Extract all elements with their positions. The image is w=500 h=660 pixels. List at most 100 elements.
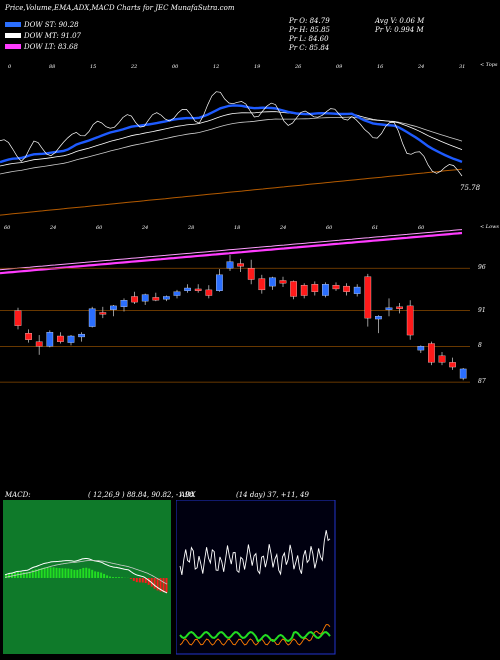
candle-body: [385, 307, 393, 310]
adx-panel: [176, 500, 336, 655]
candle-body: [57, 335, 64, 342]
macd-hist-bar: [55, 567, 58, 578]
macd-hist-bar: [162, 578, 165, 593]
adx-plus-di-line: [179, 630, 331, 643]
macd-signal-line: [4, 560, 168, 585]
macd-hist-bar: [34, 569, 37, 578]
macd-hist-bar: [43, 567, 46, 578]
macd-hist-bar: [76, 569, 79, 578]
macd-hist-bar: [46, 567, 49, 578]
macd-label: MACD:: [5, 491, 31, 499]
candle-body: [184, 287, 191, 291]
macd-hist-bar: [82, 567, 85, 578]
macd-hist-bar: [22, 572, 25, 578]
candle-body: [163, 296, 170, 300]
ema-mt-line: [0, 111, 463, 167]
quote-close: Pr C: 85.84: [289, 44, 330, 52]
candle-body: [46, 332, 54, 347]
macd-hist-bar: [138, 578, 141, 583]
ema-top-tick: 26: [295, 64, 302, 70]
macd-hist-bar: [132, 578, 135, 581]
candle-body: [438, 355, 446, 363]
macd-hist-bar: [25, 572, 28, 578]
candle-body: [353, 286, 361, 294]
candle-body: [269, 277, 276, 287]
macd-hist-bar: [85, 567, 88, 578]
candle-body: [226, 261, 234, 269]
candle-body: [141, 294, 149, 302]
candle-body: [110, 305, 117, 310]
ema-bottom-tick: 24: [142, 225, 149, 231]
ema-bottom-tick: 60: [96, 225, 103, 231]
macd-hist-bar: [103, 573, 106, 578]
macd-hist-bar: [64, 568, 67, 578]
macd-hist-bar: [106, 575, 109, 578]
candle-body: [311, 284, 319, 292]
ema-top-tick: 00: [172, 64, 179, 70]
legend-mt: DOW MT: 91.07: [24, 32, 81, 40]
candle-body: [88, 308, 96, 327]
ema-top-tick: 88: [49, 64, 56, 70]
ema-lows-label: < Lows: [480, 224, 499, 230]
macd-hist-bar: [153, 578, 156, 589]
ema-top-tick: 15: [90, 64, 97, 70]
legend-lt: DOW LT: 83.68: [24, 43, 78, 51]
candle-body: [205, 289, 213, 296]
candle-body: [120, 300, 128, 307]
legend-st: DOW ST: 90.28: [24, 21, 79, 29]
candle-body: [152, 297, 160, 301]
macd-hist-bar: [147, 578, 150, 585]
ema-lt-band-line: [0, 229, 463, 271]
macd-hist-bar: [156, 578, 159, 591]
ema-top-tick: 31: [459, 64, 466, 70]
chart-title: Price,Volume,EMA,ADX,MACD Charts for JEC…: [5, 4, 235, 12]
ema-st-line: [0, 104, 463, 164]
ema-tops-label: < Tops: [480, 62, 498, 68]
macd-line: [4, 558, 168, 594]
ema-bottom-tick: 61: [372, 225, 379, 231]
adx-background: [176, 500, 336, 655]
candle-body: [25, 333, 32, 340]
macd-hist-bar: [144, 578, 147, 584]
macd-hist-bar: [88, 568, 91, 578]
macd-hist-bar: [79, 569, 82, 578]
macd-hist-bar: [40, 568, 43, 578]
candle-body: [279, 280, 287, 284]
macd-hist-bar: [100, 572, 103, 578]
price-axis-label: 87: [478, 378, 486, 386]
macd-hist-bar: [37, 568, 40, 578]
price-panel: [0, 255, 470, 383]
adx-label: ADX: [180, 491, 196, 499]
macd-hist-bar: [28, 571, 31, 578]
macd-hist-bar: [67, 568, 70, 578]
ema-last-value: 75.78: [460, 184, 481, 192]
macd-hist-bar: [58, 568, 61, 578]
macd-hist-bar: [117, 577, 120, 578]
ema-top-tick: 22: [131, 64, 138, 70]
candle-body: [14, 310, 22, 326]
quote-low: Pr L: 84.60: [289, 35, 329, 43]
ema-panel: [0, 91, 463, 275]
ema-bottom-tick: 24: [280, 225, 287, 231]
macd-hist-bar: [120, 577, 123, 578]
candle-body: [35, 341, 43, 347]
ema-brown-line: [0, 168, 463, 216]
quote-avg-volume: Avg V: 0.06 M: [375, 17, 425, 25]
ema-top-tick: 16: [377, 64, 384, 70]
macd-hist-bar: [112, 577, 115, 578]
macd-hist-bar: [70, 569, 73, 578]
candle-body: [237, 263, 244, 267]
macd-hist-bar: [10, 573, 13, 578]
ema-bottom-tick: 60: [326, 225, 333, 231]
adx-minus-di-line: [179, 624, 331, 646]
macd-hist-bar: [5, 574, 7, 578]
legend-swatch-mt: [5, 33, 21, 38]
adx-line: [179, 530, 331, 576]
macd-hist-bar: [91, 569, 94, 578]
macd-hist-bar: [52, 567, 55, 578]
candle-body: [459, 368, 467, 379]
ema-bottom-tick: 28: [188, 225, 195, 231]
price-close-line: [0, 91, 463, 177]
ema-bottom-tick: 60: [4, 225, 11, 231]
